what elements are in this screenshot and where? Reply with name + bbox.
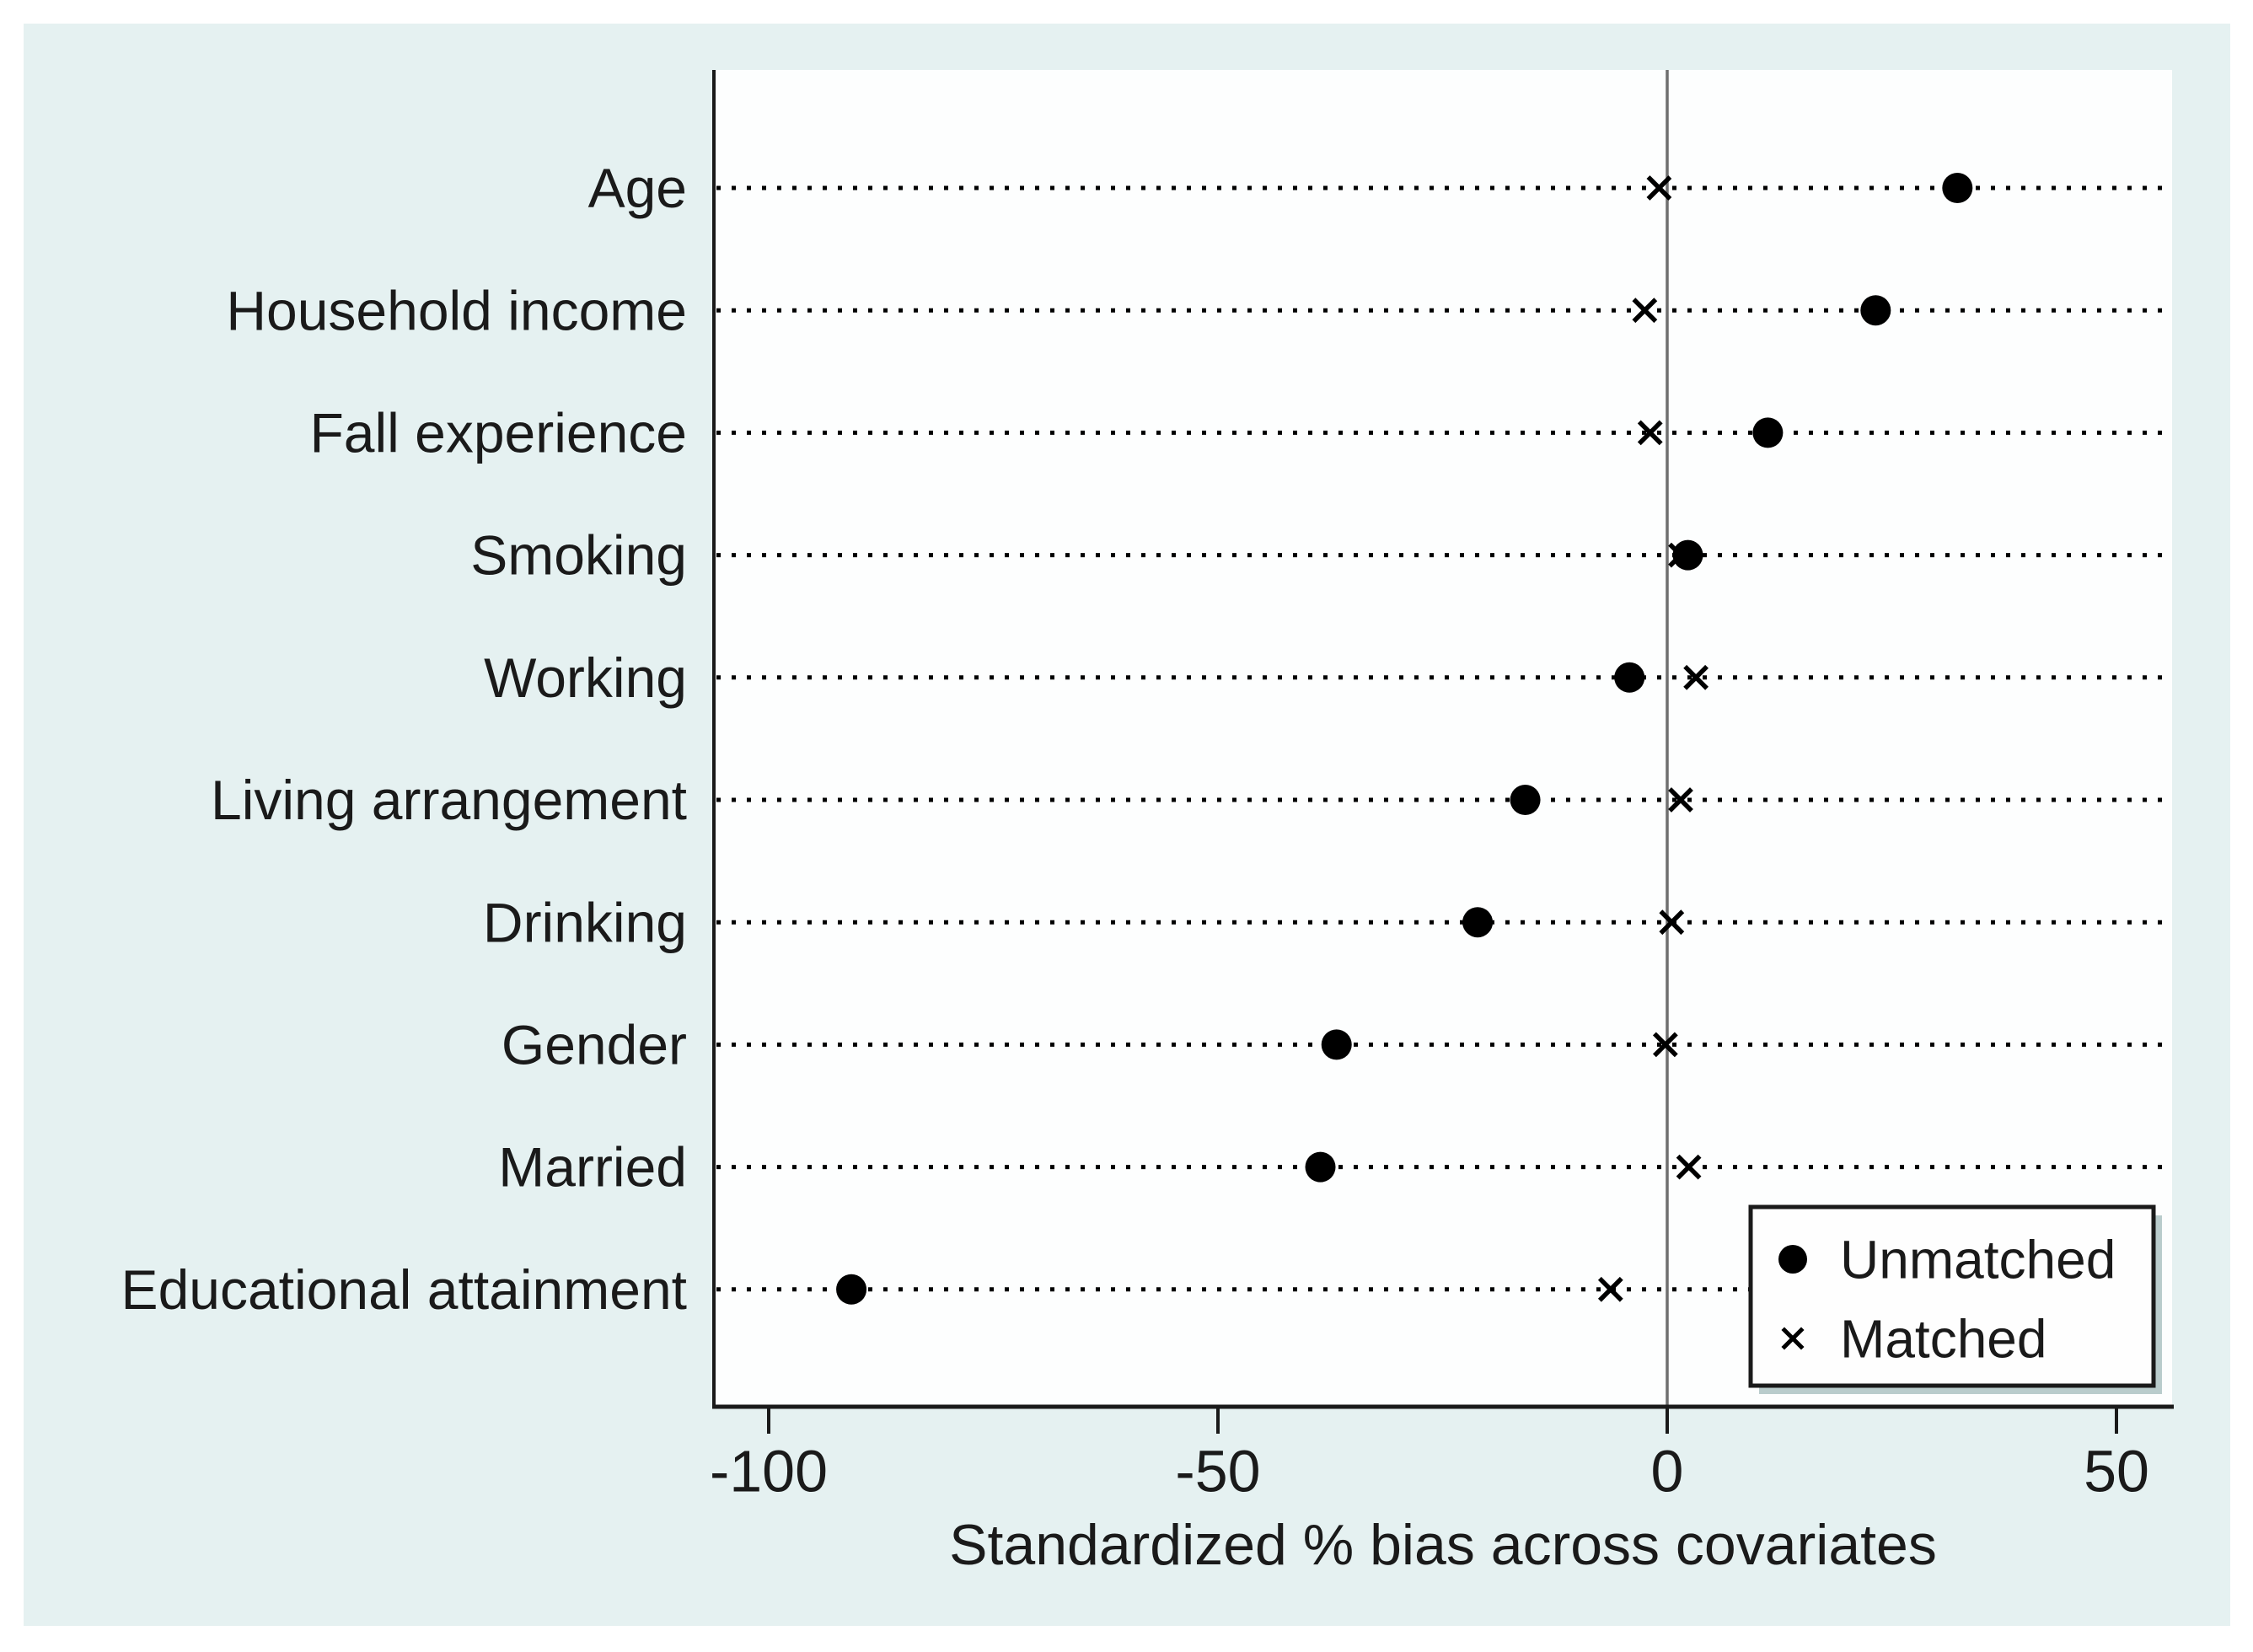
y-axis-category-label: Drinking	[483, 891, 687, 953]
unmatched-point	[1752, 417, 1784, 448]
y-axis-category-label: Working	[484, 646, 687, 709]
legend-box	[1748, 1204, 2156, 1388]
y-axis-category-label: Age	[588, 157, 687, 219]
plot-area-background	[714, 70, 2172, 1405]
matched-point	[1652, 1032, 1678, 1058]
matched-point	[1632, 298, 1658, 324]
unmatched-point	[1672, 539, 1703, 571]
unmatched-point	[1321, 1029, 1352, 1060]
matched-point	[1676, 1154, 1702, 1180]
x-tick-label: 0	[1651, 1438, 1684, 1504]
x-axis-title: Standardized % bias across covariates	[949, 1513, 1937, 1577]
legend-matched-label: Matched	[1840, 1308, 2046, 1369]
y-axis-category-label: Living arrangement	[211, 769, 687, 831]
y-axis-category-label: Gender	[502, 1014, 687, 1076]
matched-point	[1646, 175, 1672, 201]
x-tick-label: 50	[2084, 1438, 2149, 1504]
y-axis-category-label: Educational attainment	[121, 1258, 687, 1321]
unmatched-point	[1860, 295, 1891, 326]
matched-point	[1668, 787, 1693, 813]
y-axis-category-label: Fall experience	[309, 402, 687, 464]
unmatched-point	[1614, 662, 1645, 693]
y-axis-category-label: Smoking	[470, 524, 687, 587]
y-axis-category-label: Household income	[226, 279, 687, 341]
matched-point	[1659, 909, 1685, 936]
unmatched-point	[1510, 785, 1541, 815]
legend-unmatched-label: Unmatched	[1840, 1229, 2116, 1290]
matched-point	[1597, 1276, 1623, 1302]
x-tick-label: -50	[1175, 1438, 1260, 1504]
unmatched-point	[836, 1274, 867, 1305]
unmatched-point	[1462, 907, 1494, 938]
matched-point	[1637, 420, 1663, 446]
y-axis-category-label: Married	[498, 1136, 687, 1199]
unmatched-point	[1942, 173, 1973, 203]
unmatched-point	[1305, 1151, 1336, 1183]
x-tick-label: -100	[710, 1438, 828, 1504]
legend-matched-marker-icon	[1781, 1327, 1805, 1350]
legend-unmatched-marker-icon	[1778, 1245, 1807, 1274]
matched-point	[1683, 664, 1709, 690]
